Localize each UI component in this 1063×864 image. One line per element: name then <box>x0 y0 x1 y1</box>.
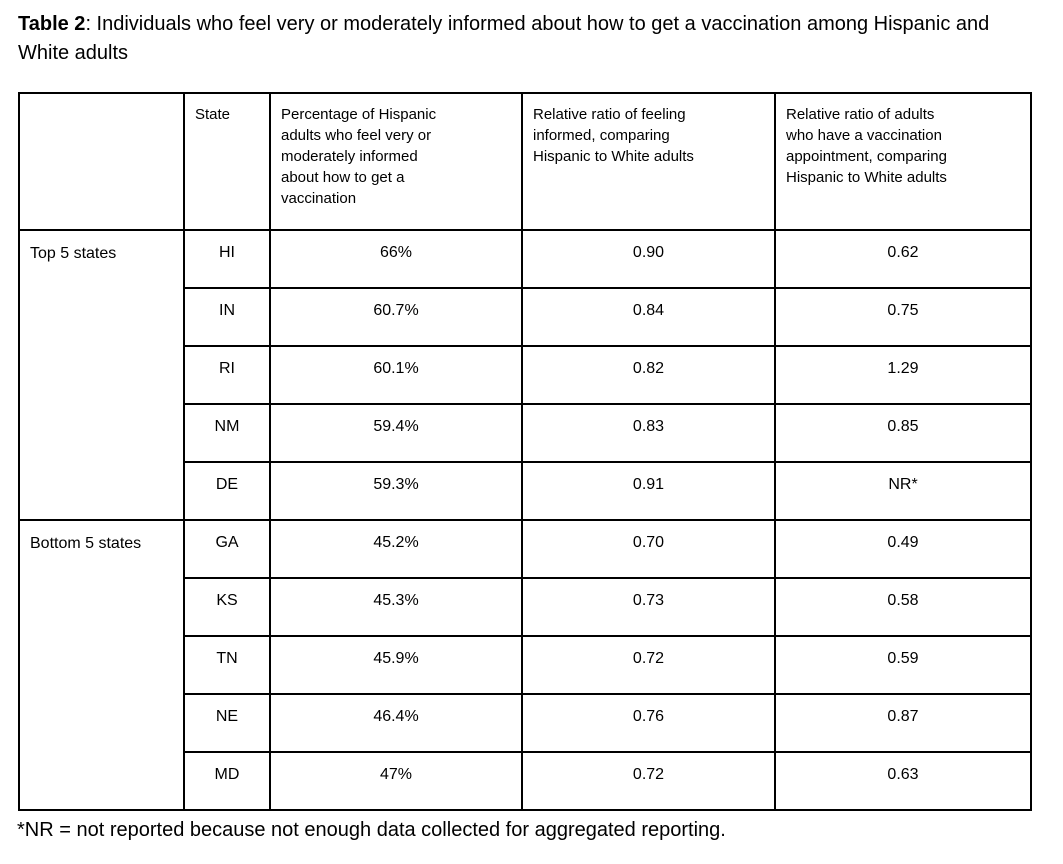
table-header-row: State Percentage of Hispanic adults who … <box>18 92 1032 231</box>
table-row-nm: NM 59.4% 0.83 0.85 <box>19 403 1032 463</box>
group-label-bottom-5-states: Bottom 5 states <box>18 519 185 811</box>
header-percentage-informed: Percentage of Hispanic adults who feel v… <box>269 92 523 231</box>
ratio-appointment-cell: 0.85 <box>774 403 1032 463</box>
table-row-ks: KS 45.3% 0.73 0.58 <box>19 577 1032 637</box>
table-row-md: MD 47% 0.72 0.63 <box>19 751 1032 811</box>
table-row-ga: Bottom 5 states GA 45.2% 0.70 0.49 <box>18 519 1032 811</box>
header-ratio-appointment: Relative ratio of adults who have a vacc… <box>774 92 1032 231</box>
ratio-appointment-cell: NR* <box>774 461 1032 521</box>
state-cell: NE <box>183 693 271 753</box>
header-state: State <box>183 92 271 231</box>
ratio-informed-cell: 0.83 <box>521 403 776 463</box>
state-cell: MD <box>183 751 271 811</box>
percentage-cell: 45.9% <box>269 635 523 695</box>
percentage-cell: 60.1% <box>269 345 523 405</box>
percentage-cell: 59.4% <box>269 403 523 463</box>
ratio-informed-cell: 0.72 <box>521 635 776 695</box>
state-cell: RI <box>183 345 271 405</box>
percentage-cell: 66% <box>269 229 523 289</box>
ratio-appointment-cell: 0.62 <box>774 229 1032 289</box>
table-title: Table 2: Individuals who feel very or mo… <box>18 10 1028 68</box>
group-label-top-5-states: Top 5 states <box>18 229 185 521</box>
state-cell: IN <box>183 287 271 347</box>
header-empty-cell <box>18 92 185 231</box>
table-row-hi: Top 5 states HI 66% 0.90 0.62 <box>18 229 1032 521</box>
ratio-informed-cell: 0.73 <box>521 577 776 637</box>
table-title-text: : Individuals who feel very or moderatel… <box>18 13 990 64</box>
percentage-cell: 60.7% <box>269 287 523 347</box>
percentage-cell: 45.3% <box>269 577 523 637</box>
state-cell: GA <box>183 519 271 579</box>
percentage-cell: 45.2% <box>269 519 523 579</box>
ratio-appointment-cell: 0.75 <box>774 287 1032 347</box>
state-cell: TN <box>183 635 271 695</box>
ratio-appointment-cell: 0.59 <box>774 635 1032 695</box>
ratio-informed-cell: 0.90 <box>521 229 776 289</box>
table-title-label: Table 2 <box>18 13 86 35</box>
state-cell: DE <box>183 461 271 521</box>
nr-footnote: *NR = not reported because not enough da… <box>17 819 726 841</box>
header-ratio-informed: Relative ratio of feeling informed, comp… <box>521 92 776 231</box>
table-row-de: DE 59.3% 0.91 NR* <box>19 461 1032 521</box>
table-row-in: IN 60.7% 0.84 0.75 <box>19 287 1032 347</box>
ratio-appointment-cell: 0.87 <box>774 693 1032 753</box>
state-cell: NM <box>183 403 271 463</box>
ratio-informed-cell: 0.84 <box>521 287 776 347</box>
state-cell: HI <box>183 229 271 289</box>
ratio-informed-cell: 0.82 <box>521 345 776 405</box>
table-row-ne: NE 46.4% 0.76 0.87 <box>19 693 1032 753</box>
percentage-cell: 46.4% <box>269 693 523 753</box>
table-row-tn: TN 45.9% 0.72 0.59 <box>19 635 1032 695</box>
table-2: State Percentage of Hispanic adults who … <box>18 92 1032 811</box>
ratio-appointment-cell: 0.58 <box>774 577 1032 637</box>
ratio-informed-cell: 0.72 <box>521 751 776 811</box>
ratio-informed-cell: 0.91 <box>521 461 776 521</box>
ratio-informed-cell: 0.76 <box>521 693 776 753</box>
document-page: Table 2: Individuals who feel very or mo… <box>17 10 1032 841</box>
table-row-ri: RI 60.1% 0.82 1.29 <box>19 345 1032 405</box>
ratio-appointment-cell: 0.49 <box>774 519 1032 579</box>
state-cell: KS <box>183 577 271 637</box>
percentage-cell: 47% <box>269 751 523 811</box>
percentage-cell: 59.3% <box>269 461 523 521</box>
ratio-informed-cell: 0.70 <box>521 519 776 579</box>
ratio-appointment-cell: 0.63 <box>774 751 1032 811</box>
ratio-appointment-cell: 1.29 <box>774 345 1032 405</box>
